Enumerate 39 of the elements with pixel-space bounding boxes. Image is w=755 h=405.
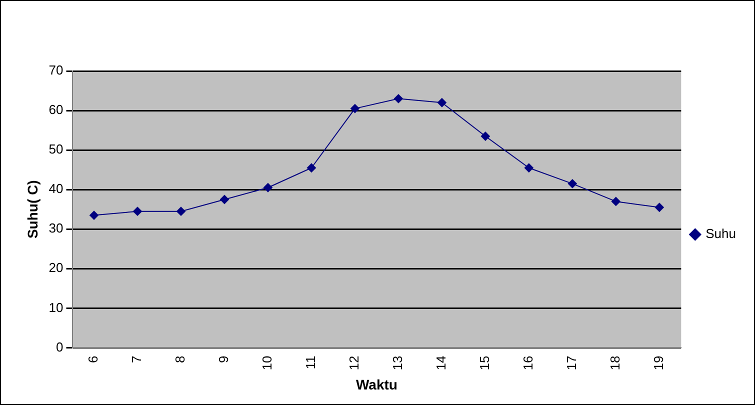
point [654, 202, 664, 212]
x-tick-label: 19 [650, 356, 666, 370]
x-tick-label: 15 [477, 356, 492, 370]
x-tick-label: 10 [260, 356, 275, 370]
x-tick-label: 14 [434, 356, 449, 370]
point [480, 132, 490, 141]
x-tick-label: 16 [520, 356, 536, 370]
point [524, 163, 534, 172]
x-tick-label: 18 [607, 356, 622, 370]
y-tick-label: 0 [56, 339, 64, 354]
x-tick-label: 17 [564, 356, 579, 370]
y-tick-label: 10 [48, 300, 64, 315]
x-axis-title: Waktu [356, 376, 398, 392]
x-tick-label: 7 [129, 356, 144, 363]
x-tick-label: 12 [346, 356, 362, 370]
point [394, 94, 403, 104]
y-tick-label: 20 [48, 260, 64, 276]
point [132, 206, 142, 216]
y-axis-title: Suhu( C) [24, 180, 40, 239]
point [263, 183, 272, 192]
y-tick-label: 50 [48, 142, 64, 157]
x-tick-label: 8 [172, 356, 188, 363]
legend-label: Suhu [706, 226, 736, 242]
x-tick-label: 6 [86, 356, 101, 363]
y-tick-label: 40 [48, 181, 64, 196]
y-tick-label: 70 [48, 62, 64, 78]
point [306, 163, 316, 172]
point [350, 104, 360, 114]
point [220, 194, 229, 204]
point [611, 196, 620, 206]
point [568, 179, 577, 188]
y-tick-label: 60 [48, 102, 64, 118]
x-tick-label: 9 [216, 356, 232, 363]
point [176, 206, 186, 216]
x-tick-label: 13 [390, 356, 406, 370]
y-tick-label: 30 [48, 220, 64, 236]
point [437, 98, 446, 108]
point [90, 210, 99, 220]
x-tick-label: 11 [303, 356, 318, 370]
